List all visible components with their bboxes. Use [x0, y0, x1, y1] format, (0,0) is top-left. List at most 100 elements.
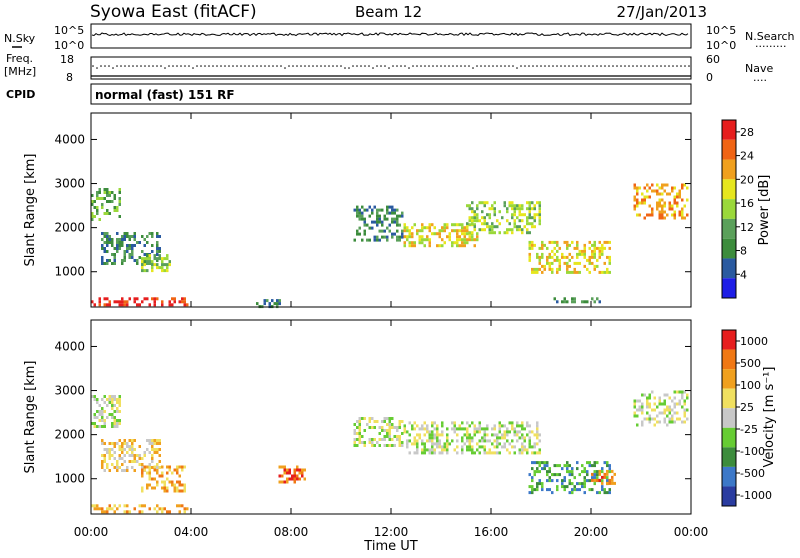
nave-dot	[128, 65, 130, 67]
heatmap-cell	[133, 457, 136, 460]
heatmap-cell	[123, 439, 126, 442]
heatmap-cell	[483, 448, 486, 452]
heatmap-cell	[563, 464, 566, 468]
nsearch-dots: ·········	[755, 40, 786, 53]
heatmap-cell	[566, 470, 569, 474]
heatmap-cell	[131, 256, 134, 259]
heatmap-cell	[658, 213, 661, 217]
heatmap-cell	[573, 261, 576, 265]
heatmap-cell	[146, 483, 149, 487]
nave-dot	[220, 65, 222, 67]
heatmap-cell	[528, 231, 531, 235]
heatmap-cell	[543, 243, 546, 247]
heatmap-cell	[641, 201, 644, 205]
heatmap-cell	[128, 448, 131, 451]
heatmap-cell	[568, 464, 571, 468]
nave-dot	[480, 65, 482, 67]
heatmap-cell	[131, 235, 134, 238]
heatmap-cell	[583, 300, 586, 304]
heatmap-cell	[183, 297, 186, 301]
colorbar-swatch	[722, 408, 736, 428]
nave-dot	[604, 65, 606, 67]
heatmap-cell	[368, 438, 371, 441]
heatmap-cell	[113, 404, 116, 407]
heatmap-cell	[123, 238, 126, 241]
heatmap-cell	[511, 445, 514, 449]
heatmap-cell	[376, 441, 379, 444]
heatmap-cell	[608, 270, 611, 274]
heatmap-cell	[388, 444, 391, 447]
heatmap-cell	[103, 303, 106, 307]
heatmap-cell	[456, 451, 459, 455]
nave-dot	[408, 67, 410, 69]
heatmap-cell	[383, 217, 386, 221]
heatmap-cell	[421, 235, 424, 239]
colorbar-tick-label: -100	[740, 445, 765, 458]
heatmap-cell	[571, 270, 574, 274]
heatmap-cell	[163, 269, 166, 273]
y-tick-label: 1000	[54, 265, 85, 279]
heatmap-cell	[98, 188, 101, 191]
heatmap-cell	[463, 232, 466, 236]
heatmap-cell	[598, 255, 601, 259]
heatmap-cell	[116, 244, 119, 247]
heatmap-cell	[108, 191, 111, 194]
heatmap-cell	[151, 460, 154, 463]
heatmap-cell	[281, 474, 284, 478]
heatmap-cell	[391, 423, 394, 426]
heatmap-cell	[651, 189, 654, 193]
heatmap-cell	[373, 220, 376, 224]
heatmap-cell	[153, 300, 156, 304]
heatmap-cell	[101, 238, 104, 241]
heatmap-cell	[113, 457, 116, 460]
heatmap-cell	[106, 209, 109, 212]
cpid-text: normal (fast) 151 RF	[95, 88, 235, 102]
heatmap-cell	[108, 241, 111, 244]
heatmap-cell	[123, 256, 126, 259]
colorbar-swatch	[722, 427, 736, 448]
heatmap-cell	[678, 210, 681, 214]
heatmap-cell	[578, 249, 581, 253]
colorbar-tick-label: 16	[740, 197, 754, 210]
heatmap-cell	[466, 238, 469, 242]
heatmap-cell	[573, 297, 576, 301]
heatmap-cell	[398, 238, 401, 242]
heatmap-cell	[101, 197, 104, 200]
heatmap-cell	[111, 262, 114, 265]
heatmap-cell	[161, 507, 164, 511]
heatmap-cell	[131, 445, 134, 448]
heatmap-cell	[431, 430, 434, 434]
nave-dot	[372, 67, 374, 69]
heatmap-cell	[376, 217, 379, 221]
heatmap-cell	[121, 451, 124, 454]
heatmap-cell	[583, 243, 586, 247]
heatmap-cell	[98, 300, 101, 304]
heatmap-cell	[111, 253, 114, 256]
heatmap-cell	[373, 426, 376, 429]
heatmap-cell	[451, 241, 454, 245]
heatmap-cell	[421, 424, 424, 428]
heatmap-cell	[173, 468, 176, 472]
heatmap-cell	[681, 216, 684, 220]
heatmap-cell	[471, 231, 474, 235]
heatmap-cell	[541, 264, 544, 268]
heatmap-cell	[436, 424, 439, 428]
heatmap-cell	[538, 461, 541, 465]
heatmap-cell	[103, 442, 106, 445]
heatmap-cell	[286, 480, 289, 484]
heatmap-cell	[471, 207, 474, 211]
heatmap-cell	[113, 262, 116, 265]
heatmap-cell	[278, 302, 281, 306]
heatmap-cell	[413, 421, 416, 425]
heatmap-cell	[538, 210, 541, 214]
heatmap-cell	[593, 478, 596, 482]
heatmap-cell	[146, 259, 149, 262]
heatmap-cell	[438, 232, 441, 236]
heatmap-cell	[603, 270, 606, 274]
heatmap-cell	[173, 486, 176, 490]
colorbar-swatch	[722, 330, 736, 350]
heatmap-cell	[521, 207, 524, 211]
heatmap-cell	[683, 411, 686, 415]
heatmap-cell	[471, 451, 474, 455]
heatmap-cell	[101, 460, 104, 463]
